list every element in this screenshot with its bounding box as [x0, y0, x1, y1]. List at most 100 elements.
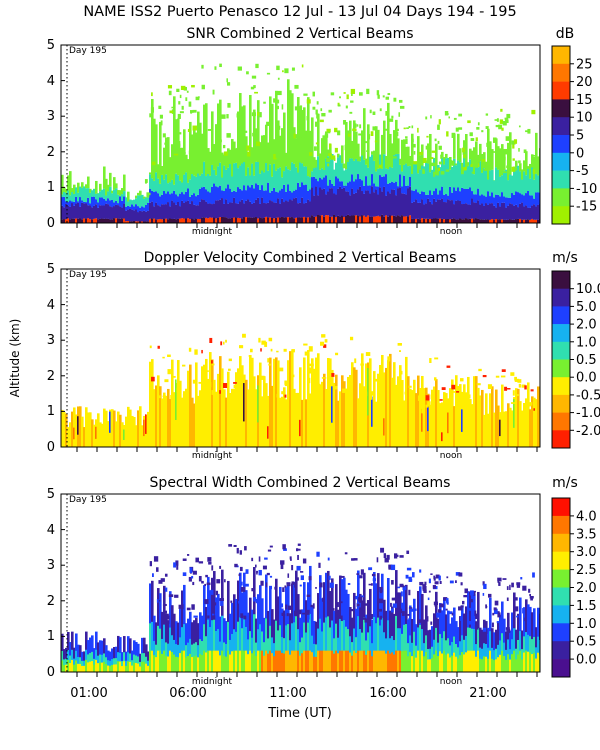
snr-cell: [337, 178, 340, 189]
snr-cell: [85, 188, 88, 203]
snr-cell: [323, 169, 326, 178]
echo-blob: [467, 120, 471, 124]
snr-cell: [73, 193, 76, 202]
snr-cell: [189, 196, 192, 204]
snr-cell: [99, 218, 102, 223]
width-cell: [179, 653, 182, 672]
doppler-cell: [247, 389, 250, 447]
width-cell: [171, 651, 174, 672]
echo-blob: [437, 124, 440, 130]
snr-cell: [97, 193, 100, 203]
snr-cell: [399, 187, 402, 217]
echo-blob: [215, 590, 219, 596]
snr-cell: [395, 195, 398, 217]
width-cell: [81, 665, 84, 672]
snr-cell: [109, 200, 112, 207]
snr-cell: [221, 152, 224, 178]
doppler-cell: [115, 421, 118, 447]
doppler-cell: [391, 377, 394, 447]
snr-cell: [227, 167, 230, 185]
echo-blob: [478, 368, 482, 372]
echo-blob: [474, 610, 477, 616]
snr-cell: [263, 203, 266, 218]
doppler-cell: [81, 416, 84, 447]
echo-blob: [366, 150, 370, 152]
snr-cell: [379, 187, 382, 217]
snr-cell: [485, 219, 488, 223]
doppler-cell: [387, 360, 390, 447]
echo-blob: [368, 609, 370, 613]
echo-blob: [446, 365, 451, 368]
width-cell: [297, 629, 300, 672]
snr-cell: [361, 180, 364, 192]
doppler-cell: [509, 407, 512, 447]
echo-blob: [514, 376, 518, 381]
snr-cell: [233, 163, 236, 191]
echo-blob: [290, 374, 295, 378]
snr-cell: [489, 141, 492, 171]
echo-blob: [469, 132, 473, 137]
doppler-cell: [239, 356, 242, 447]
snr-cell: [233, 141, 236, 164]
echo-blob: [256, 111, 260, 116]
snr-cell: [449, 219, 452, 223]
doppler-cell: [67, 427, 70, 447]
echo-blob: [144, 179, 148, 183]
width-cell: [335, 650, 338, 672]
doppler-streak: [123, 429, 125, 440]
snr-cell: [341, 181, 344, 189]
snr-cell: [223, 191, 226, 204]
snr-cell: [453, 218, 456, 223]
snr-cell: [509, 203, 512, 220]
width-cell: [343, 650, 346, 672]
width-cell: [121, 666, 124, 672]
snr-cell: [339, 186, 342, 217]
echo-blob: [216, 579, 221, 584]
snr-cell: [213, 169, 216, 184]
echo-blob: [506, 113, 511, 119]
snr-cell: [431, 169, 434, 195]
snr-cell: [363, 193, 366, 216]
doppler-cell: [339, 391, 342, 447]
echo-blob: [246, 145, 251, 151]
doppler-cell: [281, 396, 284, 447]
snr-cell: [225, 199, 228, 218]
doppler-cell: [397, 376, 400, 447]
snr-cell: [417, 136, 420, 174]
snr-cell: [223, 217, 226, 223]
snr-cell: [89, 192, 92, 204]
snr-cell: [471, 150, 474, 165]
snr-cell: [203, 104, 206, 162]
snr-cell: [429, 172, 432, 191]
snr-cell: [107, 204, 110, 219]
echo-blob: [268, 363, 272, 366]
snr-cell: [289, 199, 292, 218]
snr-cell: [183, 174, 186, 195]
echo-blob: [505, 627, 510, 630]
snr-cell: [397, 186, 400, 189]
snr-cell: [515, 219, 518, 223]
snr-cell: [173, 96, 176, 185]
echo-blob: [529, 402, 533, 406]
snr-y-axis: 0 1 2 3 4 5: [47, 38, 65, 231]
doppler-cell: [481, 389, 484, 447]
snr-cell: [113, 189, 116, 203]
snr-cell: [199, 188, 202, 202]
doppler-cell: [467, 376, 470, 447]
doppler-cell: [419, 388, 422, 447]
doppler-cell: [443, 392, 446, 447]
snr-cell: [451, 192, 454, 201]
snr-cell: [461, 187, 464, 205]
snr-cell: [81, 187, 84, 201]
snr-cell: [111, 193, 114, 201]
snr-cell: [207, 173, 210, 192]
width-cell: [351, 655, 354, 672]
echo-blob: [328, 109, 332, 113]
snr-cell: [293, 218, 296, 223]
echo-blob: [525, 130, 529, 133]
echo-blob: [331, 373, 335, 377]
snr-cell: [161, 166, 164, 175]
snr-cell: [253, 217, 256, 223]
echo-blob: [532, 572, 535, 578]
snr-cell: [211, 111, 214, 165]
